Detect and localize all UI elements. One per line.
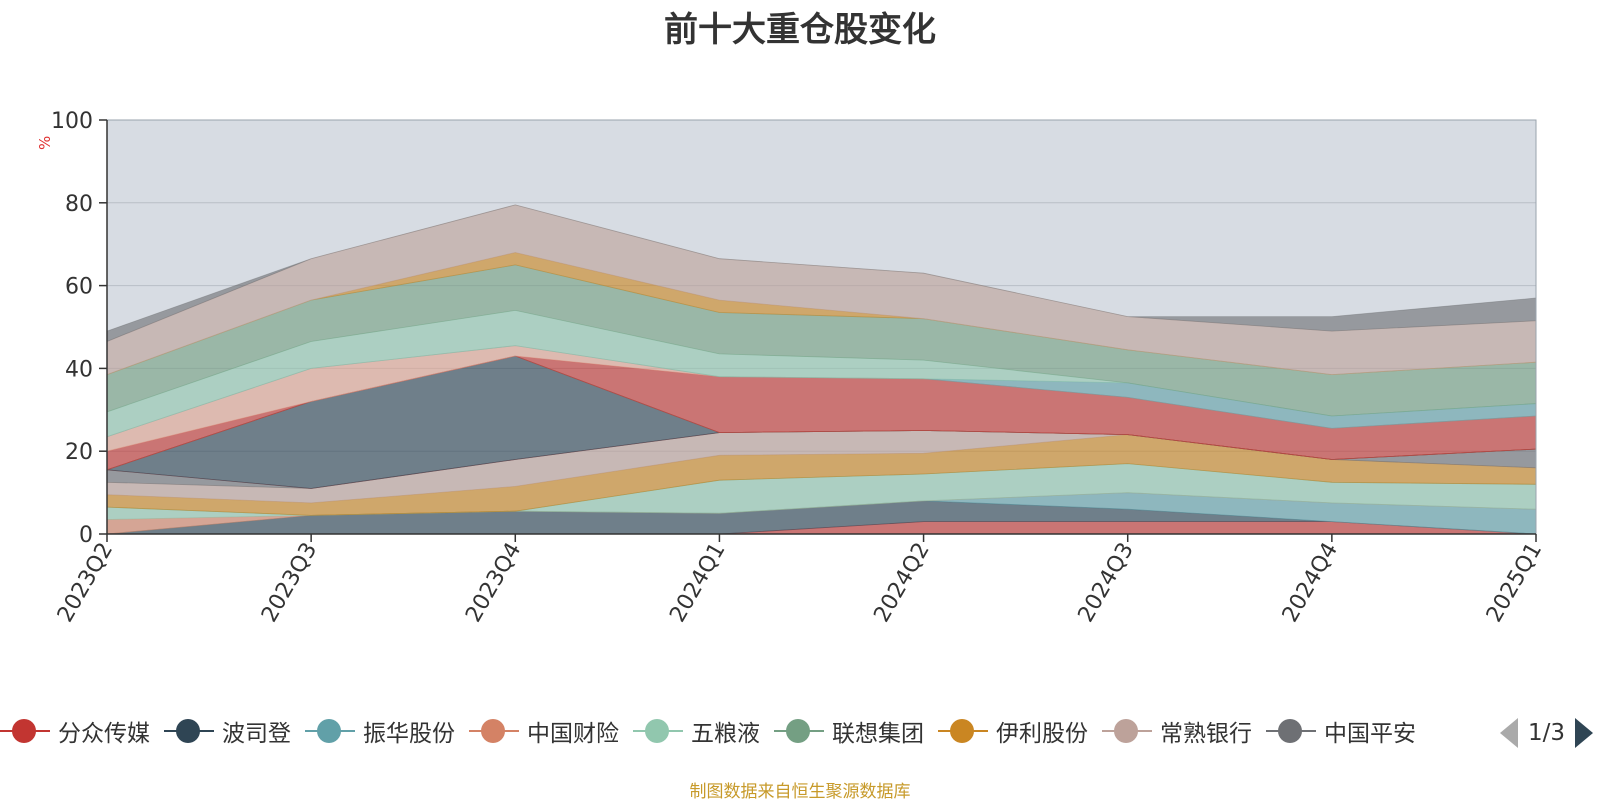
legend-item-2[interactable]: 振华股份 xyxy=(305,714,455,748)
legend-item-3[interactable]: 中国财险 xyxy=(469,714,619,748)
x-tick-label-4: 2024Q2 xyxy=(869,539,934,627)
legend: 分众传媒 波司登 振华股份 中国财险 五粮液 联想集团 伊利股份 常熟银行 中国平安 xyxy=(0,714,1480,754)
source-footer: 制图数据来自恒生聚源数据库 xyxy=(689,782,911,802)
legend-label: 五粮液 xyxy=(691,721,760,747)
y-tick-label-0: 0 xyxy=(79,523,93,548)
legend-label: 分众传媒 xyxy=(58,721,150,747)
legend-dot xyxy=(317,719,341,743)
legend-dot xyxy=(1114,719,1138,743)
legend-dot xyxy=(786,719,810,743)
legend-dot xyxy=(645,719,669,743)
legend-label: 常熟银行 xyxy=(1160,721,1252,747)
legend-marker-icon xyxy=(164,718,214,744)
legend-marker-icon xyxy=(0,718,50,744)
legend-item-8[interactable]: 中国平安 xyxy=(1266,714,1416,748)
legend-marker-icon xyxy=(305,718,355,744)
legend-item-7[interactable]: 常熟银行 xyxy=(1102,714,1252,748)
y-tick-label-3: 60 xyxy=(65,275,93,300)
y-tick-label-2: 40 xyxy=(65,357,93,382)
legend-marker-icon xyxy=(1266,718,1316,744)
legend-marker-icon xyxy=(774,718,824,744)
legend-marker-icon xyxy=(1102,718,1152,744)
legend-item-0[interactable]: 分众传媒 xyxy=(0,714,150,748)
legend-item-6[interactable]: 伊利股份 xyxy=(938,714,1088,748)
x-tick-label-7: 2025Q1 xyxy=(1482,539,1547,627)
y-axis-unit: % xyxy=(36,135,54,150)
legend-label: 振华股份 xyxy=(363,721,455,747)
legend-dot xyxy=(481,719,505,743)
y-tick-label-1: 20 xyxy=(65,440,93,465)
legend-label: 伊利股份 xyxy=(996,721,1088,747)
x-tick-label-6: 2024Q4 xyxy=(1278,539,1343,627)
legend-dot xyxy=(950,719,974,743)
legend-item-1[interactable]: 波司登 xyxy=(164,714,291,748)
y-tick-label-5: 100 xyxy=(51,109,93,134)
legend-pager: 1/3 xyxy=(1500,718,1594,748)
x-tick-label-2: 2023Q4 xyxy=(461,539,526,627)
legend-marker-icon xyxy=(938,718,988,744)
legend-marker-icon xyxy=(469,718,519,744)
x-tick-label-5: 2024Q3 xyxy=(1074,539,1139,627)
legend-prev-icon[interactable] xyxy=(1500,718,1518,748)
legend-label: 中国财险 xyxy=(527,721,619,747)
legend-dot xyxy=(12,719,36,743)
x-tick-label-0: 2023Q2 xyxy=(53,539,118,627)
legend-item-4[interactable]: 五粮液 xyxy=(633,714,760,748)
legend-page-number: 1/3 xyxy=(1528,720,1566,746)
legend-label: 中国平安 xyxy=(1324,721,1416,747)
legend-label: 联想集团 xyxy=(832,721,924,747)
y-tick-label-4: 80 xyxy=(65,192,93,217)
legend-next-icon[interactable] xyxy=(1575,718,1594,748)
legend-label: 波司登 xyxy=(222,721,291,747)
legend-marker-icon xyxy=(633,718,683,744)
x-tick-label-1: 2023Q3 xyxy=(257,539,322,627)
chart-title: 前十大重仓股变化 xyxy=(664,10,936,50)
x-tick-label-3: 2024Q1 xyxy=(665,539,730,627)
legend-item-5[interactable]: 联想集团 xyxy=(774,714,924,748)
chart-area: 0 20 40 60 80 100 2023Q2 2023Q3 2023Q4 2024Q1 2024… xyxy=(51,109,1547,627)
legend-dot xyxy=(176,719,200,743)
legend-dot xyxy=(1278,719,1302,743)
